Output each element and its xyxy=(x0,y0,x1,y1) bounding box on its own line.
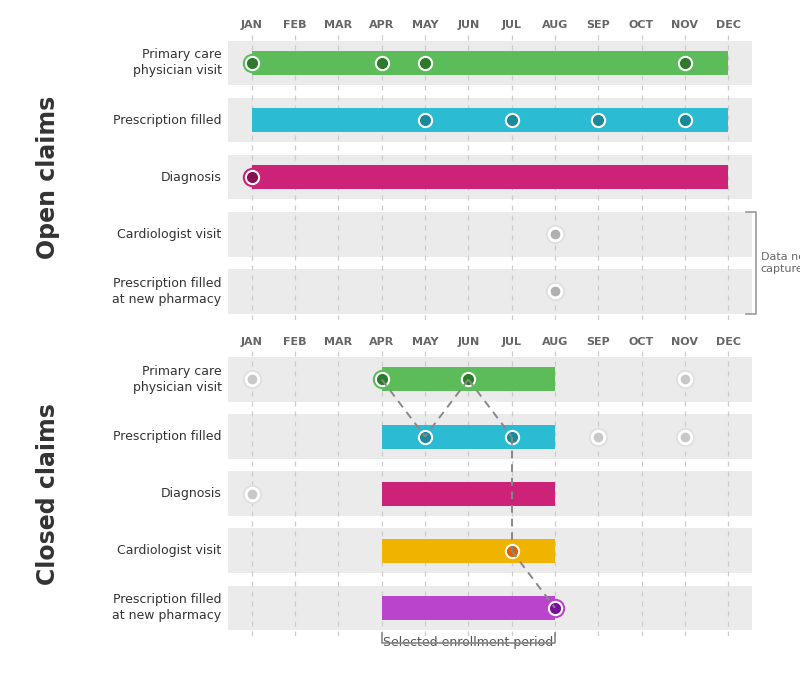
Text: Prescription filled
at new pharmacy: Prescription filled at new pharmacy xyxy=(112,277,222,306)
FancyBboxPatch shape xyxy=(228,155,752,200)
FancyBboxPatch shape xyxy=(252,108,728,132)
Text: Closed claims: Closed claims xyxy=(36,402,60,585)
FancyBboxPatch shape xyxy=(382,424,555,449)
FancyBboxPatch shape xyxy=(228,98,752,142)
FancyBboxPatch shape xyxy=(228,414,752,459)
FancyBboxPatch shape xyxy=(228,585,752,630)
Text: Prescription filled
at new pharmacy: Prescription filled at new pharmacy xyxy=(112,593,222,623)
Text: Open claims: Open claims xyxy=(36,96,60,259)
Text: Data not
captured: Data not captured xyxy=(761,252,800,274)
FancyBboxPatch shape xyxy=(228,269,752,314)
Text: Prescription filled: Prescription filled xyxy=(113,114,222,127)
FancyBboxPatch shape xyxy=(382,367,555,391)
Text: Primary care
physician visit: Primary care physician visit xyxy=(133,48,222,78)
Text: Primary care
physician visit: Primary care physician visit xyxy=(133,365,222,394)
FancyBboxPatch shape xyxy=(228,528,752,573)
Text: Prescription filled: Prescription filled xyxy=(113,430,222,443)
Text: Selected enrollment period: Selected enrollment period xyxy=(383,636,554,649)
FancyBboxPatch shape xyxy=(252,51,728,75)
FancyBboxPatch shape xyxy=(382,596,555,620)
Text: Diagnosis: Diagnosis xyxy=(161,171,222,184)
FancyBboxPatch shape xyxy=(252,165,728,189)
FancyBboxPatch shape xyxy=(382,482,555,506)
FancyBboxPatch shape xyxy=(382,539,555,563)
FancyBboxPatch shape xyxy=(228,471,752,516)
FancyBboxPatch shape xyxy=(228,41,752,85)
Text: Diagnosis: Diagnosis xyxy=(161,487,222,500)
Text: Cardiologist visit: Cardiologist visit xyxy=(118,544,222,557)
FancyBboxPatch shape xyxy=(228,212,752,257)
FancyBboxPatch shape xyxy=(228,357,752,402)
Text: Cardiologist visit: Cardiologist visit xyxy=(118,228,222,241)
